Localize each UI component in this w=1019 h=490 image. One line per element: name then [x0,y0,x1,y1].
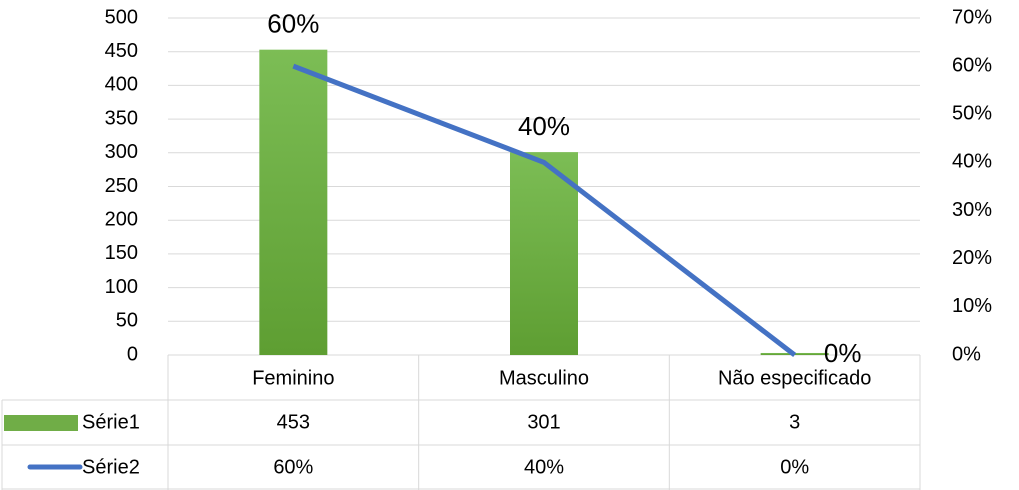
table-cell: 453 [277,411,310,433]
y-tick-label: 100 [105,276,138,298]
y-tick-label: 200 [105,208,138,230]
y-tick-label: 300 [105,141,138,163]
table-cell: 0% [780,456,809,478]
data-label: 60% [267,9,319,39]
category-label: Masculino [499,367,589,389]
table-cell: 40% [524,456,564,478]
y-tick-label: 350 [105,107,138,129]
y2-tick-label: 20% [952,247,992,269]
y-tick-label: 250 [105,175,138,197]
bar [259,49,328,355]
y-tick-label: 0 [127,343,138,365]
legend-label: Série1 [82,411,140,433]
data-label: 40% [518,111,570,141]
y-tick-label: 50 [116,310,138,332]
y2-tick-label: 30% [952,199,992,221]
data-label: 0% [824,338,862,368]
table-cell: 301 [527,411,560,433]
category-label: Feminino [252,367,334,389]
y2-tick-label: 60% [952,54,992,76]
y-tick-label: 450 [105,40,138,62]
y-tick-label: 400 [105,74,138,96]
legend-key [4,415,78,431]
y-tick-label: 500 [105,6,138,28]
y2-tick-label: 10% [952,295,992,317]
table-cell: 3 [789,411,800,433]
line [292,63,797,357]
y-tick-label: 150 [105,242,138,264]
table-cell: 60% [273,456,313,478]
y2-tick-label: 40% [952,151,992,173]
legend-label: Série2 [82,456,140,478]
y2-tick-label: 0% [952,343,981,365]
bar [510,152,578,355]
y2-tick-label: 50% [952,103,992,125]
y2-tick-label: 70% [952,6,992,28]
category-label: Não especificado [718,367,871,389]
